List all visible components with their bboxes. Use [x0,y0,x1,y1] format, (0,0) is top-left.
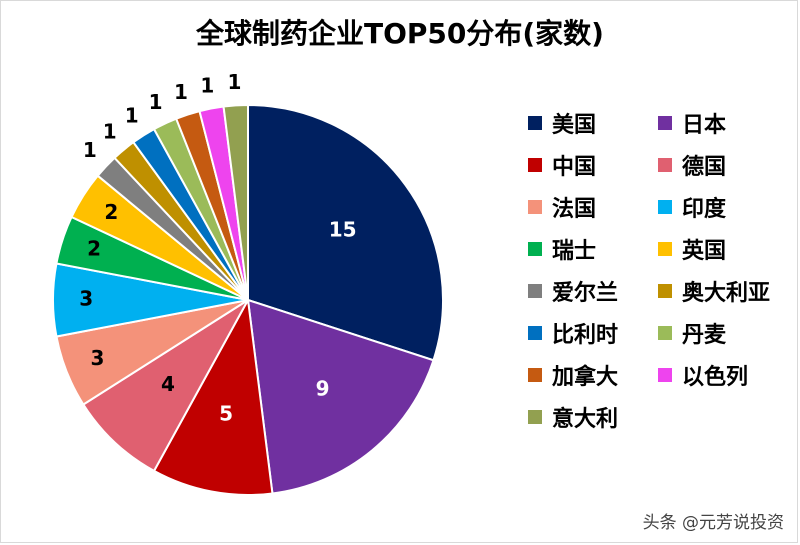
legend-label: 法国 [552,196,597,222]
legend-item-15: 意大利 [528,402,658,432]
data-label-2: 9 [316,377,330,401]
data-label-13: 1 [174,80,188,104]
watermark-text: 头条 @元芳说投资 [642,513,784,533]
legend-label: 美国 [552,112,597,138]
legend-item-6: 印度 [658,192,788,222]
legend-swatch [528,367,542,382]
legend-label: 瑞士 [552,238,597,264]
data-label-15: 1 [227,70,241,94]
data-label-9: 1 [83,138,97,162]
legend-item-8: 英国 [658,234,788,264]
legend-swatch [658,283,672,298]
data-label-7: 2 [87,237,101,261]
legend-swatch [658,115,672,130]
legend-item-7: 瑞士 [528,234,658,264]
pie-slice-2 [246,298,435,495]
legend-swatch [658,199,672,214]
legend-swatch [528,409,542,424]
legend-item-10: 奥大利亚 [658,276,788,306]
legend-swatch [528,199,542,214]
legend-item-14: 以色列 [658,360,788,390]
data-label-1: 15 [329,218,357,242]
legend-swatch [528,325,542,340]
legend-label: 意大利 [552,406,619,432]
legend-label: 比利时 [552,322,619,348]
legend-swatch [528,115,542,130]
legend-item-5: 法国 [528,192,658,222]
legend-label: 德国 [682,154,727,180]
legend-item-13: 加拿大 [528,360,658,390]
data-label-11: 1 [125,103,139,127]
legend-label: 英国 [682,238,727,264]
legend-item-4: 德国 [658,150,788,180]
legend-item-3: 中国 [528,150,658,180]
pie-slice-1 [247,103,444,362]
pie-slice-15 [222,103,249,301]
legend-label: 奥大利亚 [682,280,771,306]
legend-label: 印度 [682,196,727,222]
legend-label: 丹麦 [682,322,727,348]
legend-label: 中国 [552,154,597,180]
legend-swatch [658,241,672,256]
legend-item-11: 比利时 [528,318,658,348]
legend-label: 以色列 [682,364,749,390]
legend-swatch [528,241,542,256]
legend-swatch [658,367,672,382]
data-label-14: 1 [200,73,214,97]
legend-item-1: 美国 [528,108,658,138]
legend-swatch [658,157,672,172]
legend-label: 日本 [682,112,727,138]
chart-title: 全球制药企业TOP50分布(家数) [196,17,604,50]
data-label-4: 4 [161,372,175,396]
legend-item-2: 日本 [658,108,788,138]
data-label-3: 5 [219,401,233,425]
legend-item-9: 爱尔兰 [528,276,658,306]
data-label-10: 1 [103,119,117,143]
legend-swatch [658,325,672,340]
legend-item-12: 丹麦 [658,318,788,348]
pie-slice-4 [81,299,249,473]
data-label-12: 1 [149,90,163,114]
data-label-6: 3 [79,287,93,311]
legend-swatch [528,283,542,298]
pie-slice-3 [152,296,274,496]
legend-label: 加拿大 [552,364,619,390]
data-label-5: 3 [91,346,105,370]
data-label-8: 2 [104,200,118,224]
chart-legend: 美国 日本中国 德国法国 印度瑞士 英国爱尔兰 奥大利亚比利时 丹麦加拿大 以色列意大利 [528,108,788,432]
legend-swatch [528,157,542,172]
legend-label: 爱尔兰 [552,280,619,306]
